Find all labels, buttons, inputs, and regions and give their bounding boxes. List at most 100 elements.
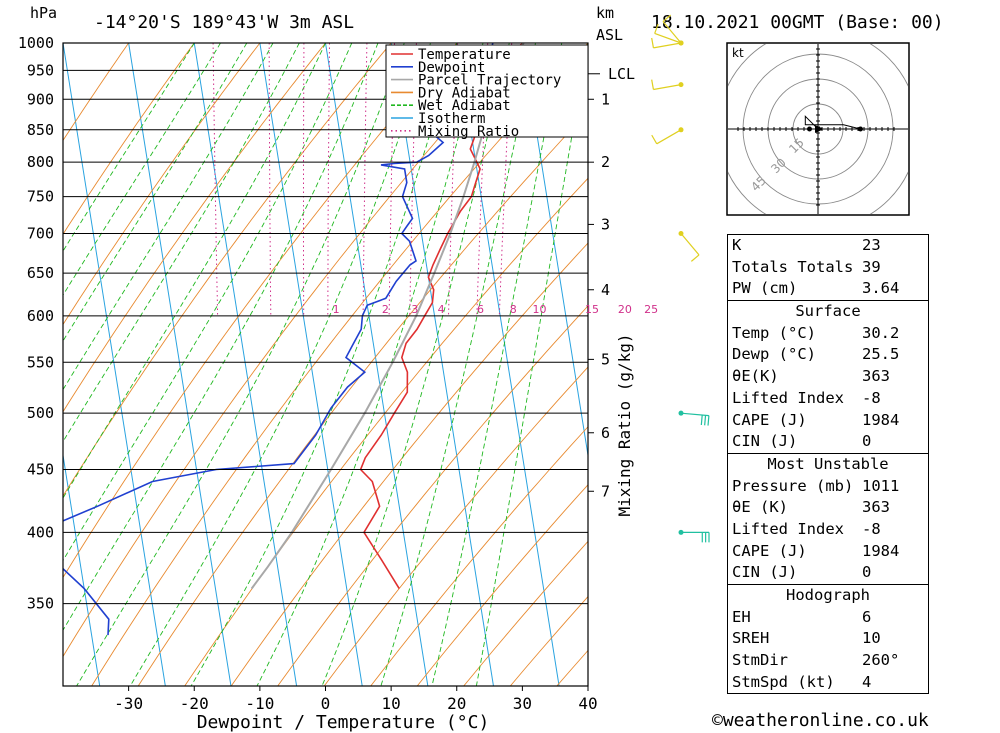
asl-axis-unit: ASL xyxy=(596,26,624,44)
surface-index-value: -8 xyxy=(862,388,881,407)
dry-adiabat-line xyxy=(277,305,588,686)
mixing-ratio-label: 3 xyxy=(411,303,418,316)
most-unstable-index-row: CAPE (J) 1984 xyxy=(728,541,928,563)
legend-entry: Temperature xyxy=(418,47,511,63)
wind-barb-dot xyxy=(678,410,684,416)
wind-barb-feather xyxy=(690,254,700,262)
pressure-tick-label: 700 xyxy=(27,224,54,242)
wind-barb-dot xyxy=(678,82,684,88)
hodograph-index-label: StmDir xyxy=(732,651,788,670)
wind-barb-shaft xyxy=(653,42,682,49)
hpa-axis-unit: hPa xyxy=(30,4,58,22)
hodograph-trace xyxy=(804,115,861,130)
pressure-tick-label: 900 xyxy=(27,90,54,108)
surface-index-label: CIN (J) xyxy=(732,432,798,451)
km-tick-label: 5 xyxy=(601,350,610,368)
isotherm-line xyxy=(63,43,166,686)
pressure-tick-label: 550 xyxy=(27,353,54,371)
legend-entry: Parcel Trajectory xyxy=(418,73,561,89)
wind-barb xyxy=(662,14,684,46)
mixing-ratio-label: 8 xyxy=(510,303,517,316)
mixing-ratio-line xyxy=(362,43,368,316)
surface-index-row: θE(K) 363 xyxy=(728,366,928,388)
hodograph-params-title: Hodograph xyxy=(786,586,870,604)
surface-index-value: 30.2 xyxy=(862,323,900,342)
hodograph-index-label: StmSpd (kt) xyxy=(732,672,835,691)
hodograph-index-value: 6 xyxy=(862,607,872,626)
surface-index-value: 363 xyxy=(862,367,890,386)
wind-barb-feather xyxy=(654,23,659,34)
wind-barb-feather xyxy=(700,414,703,426)
legend-entry: Isotherm xyxy=(418,111,485,127)
wind-barb-shaft xyxy=(680,233,700,256)
basic-index-label: PW (cm) xyxy=(732,279,798,298)
surface-index-value: 25.5 xyxy=(862,345,900,364)
mixing-ratio-line xyxy=(327,43,330,316)
wind-barb-shaft xyxy=(654,32,682,44)
wind-barb-feather xyxy=(651,37,655,48)
legend-box xyxy=(385,44,589,138)
x-tick-label: 10 xyxy=(381,694,400,713)
surface-index-row: CIN (J) 0 xyxy=(728,431,928,453)
most-unstable-index-label: CIN (J) xyxy=(732,563,798,582)
pressure-tick-label: 950 xyxy=(27,61,54,79)
surface-index-row: Dewp (°C) 25.5 xyxy=(728,344,928,366)
legend-entry: Mixing Ratio xyxy=(418,124,519,140)
most-unstable-index-row: CIN (J) 0 xyxy=(728,562,928,584)
hodograph-index-label: SREH xyxy=(732,629,770,648)
most-unstable-index-row: Lifted Index -8 xyxy=(728,519,928,541)
dry-adiabat-line xyxy=(370,426,588,686)
surface-index-value: 0 xyxy=(862,432,872,451)
basic-index-label: Totals Totals xyxy=(732,257,854,276)
isotherm-line xyxy=(325,43,429,686)
basic-index-value: 23 xyxy=(862,236,881,254)
km-tick-label: 6 xyxy=(601,424,610,442)
wind-barb-dot xyxy=(678,127,684,133)
wind-barb-feather xyxy=(651,79,655,90)
wind-barb xyxy=(651,79,684,91)
isotherm-line xyxy=(521,43,588,459)
pressure-tick-label: 400 xyxy=(27,523,54,541)
wind-barb-shaft xyxy=(680,412,709,417)
x-tick-label: -30 xyxy=(114,694,143,713)
x-tick-label: -10 xyxy=(245,694,274,713)
wind-barb xyxy=(651,127,684,145)
wet-adiabat-line xyxy=(63,43,326,499)
x-tick-label: 40 xyxy=(578,694,597,713)
surface-index-row: Temp (°C) 30.2 xyxy=(728,323,928,345)
indices-table: K 23 Totals Totals 39 PW (cm) 3.64 Surface Tem… xyxy=(727,234,929,695)
footer-credit: ©weatheronline.co.uk xyxy=(712,710,929,731)
dry-adiabat-line xyxy=(63,43,195,236)
pressure-tick-label: 850 xyxy=(27,121,54,139)
most-unstable-index-value: 363 xyxy=(862,498,890,517)
wet-adiabat-line xyxy=(129,43,431,686)
surface-index-row: Lifted Index -8 xyxy=(728,388,928,410)
most-unstable-index-value: -8 xyxy=(862,519,881,538)
hodograph-index-row: StmDir 260° xyxy=(728,650,928,672)
basic-index-label: K xyxy=(732,236,742,254)
pressure-tick-label: 500 xyxy=(27,404,54,422)
hodograph-index-value: 4 xyxy=(862,672,872,691)
hodograph-index-row: SREH 10 xyxy=(728,628,928,650)
basic-index-row: K 23 xyxy=(728,235,928,257)
hodograph-index-value: 260° xyxy=(862,651,900,670)
wind-barb-shaft xyxy=(662,21,682,44)
surface-index-label: CAPE (J) xyxy=(732,410,807,429)
location-title: -14°20'S 189°43'W 3m ASL xyxy=(94,12,355,33)
surface-index-row: CAPE (J) 1984 xyxy=(728,410,928,432)
isotherm-line xyxy=(390,43,494,686)
basic-index-row: Totals Totals 39 xyxy=(728,257,928,279)
pressure-tick-label: 450 xyxy=(27,460,54,478)
km-tick-label: 4 xyxy=(601,281,610,299)
pressure-tick-label: 800 xyxy=(27,153,54,171)
x-axis-label: Dewpoint / Temperature (°C) xyxy=(197,712,490,733)
most-unstable-index-row: θE (K) 363 xyxy=(728,497,928,519)
surface-title: Surface xyxy=(795,302,861,321)
storm-motion-marker xyxy=(815,125,824,133)
mixing-ratio-label: 4 xyxy=(438,303,445,316)
mixing-ratio-label: 1 xyxy=(333,303,340,316)
mixing-ratio-label: 6 xyxy=(477,303,484,316)
mixing-ratio-label: 25 xyxy=(644,303,658,316)
